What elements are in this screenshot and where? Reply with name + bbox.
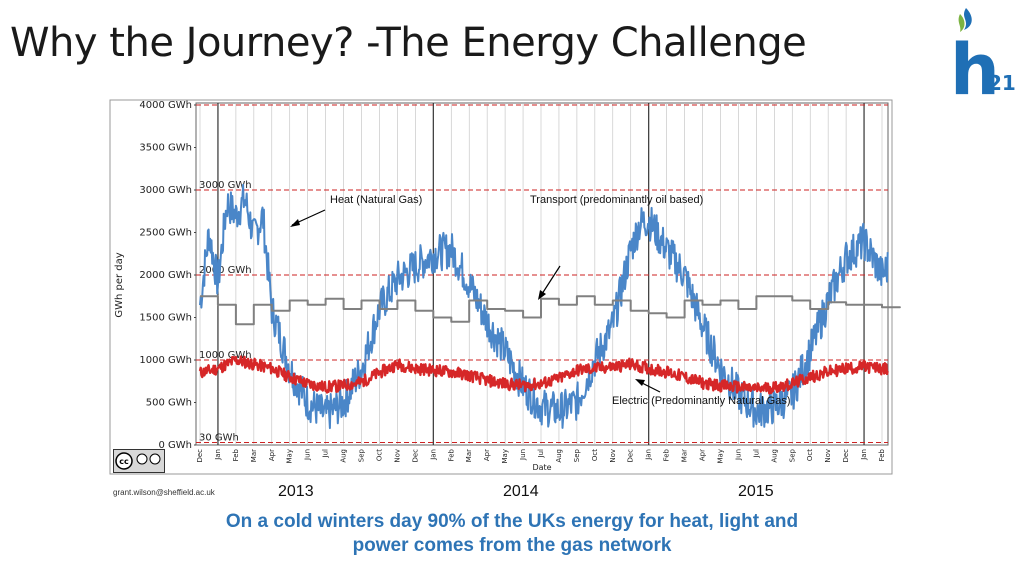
x-tick-label: Nov bbox=[393, 449, 401, 463]
x-tick-label: Feb bbox=[447, 448, 455, 461]
x-tick-label: Oct bbox=[375, 449, 383, 461]
year-label-2013: 2013 bbox=[278, 483, 314, 500]
annotation-heat: Heat (Natural Gas) bbox=[330, 194, 422, 206]
reference-line-label: 2000 GWh bbox=[199, 265, 252, 276]
x-tick-label: Feb bbox=[663, 448, 671, 461]
x-tick-label: Jun bbox=[304, 449, 312, 461]
creative-commons-badge: cc bbox=[113, 449, 165, 473]
x-tick-label: Jan bbox=[645, 449, 653, 461]
author-email: grant.wilson@sheffield.ac.uk bbox=[113, 488, 215, 497]
annotation-transport-arrowhead bbox=[538, 290, 546, 300]
y-axis-label: GWh per day bbox=[114, 252, 125, 317]
y-tick-label: 0 GWh bbox=[158, 440, 192, 451]
x-tick-label: Feb bbox=[232, 448, 240, 461]
x-tick-label: Nov bbox=[824, 449, 832, 463]
x-tick-label: Sep bbox=[358, 448, 366, 462]
svg-text:cc: cc bbox=[119, 457, 129, 466]
cc-icon: cc bbox=[115, 452, 161, 470]
annotation-electric-arrowhead bbox=[635, 379, 645, 386]
h21-logo: h 21 bbox=[950, 8, 1016, 104]
x-tick-label: Nov bbox=[609, 449, 617, 463]
x-tick-label: Dec bbox=[196, 449, 204, 463]
logo-subscript: 21 bbox=[988, 71, 1016, 95]
x-tick-label: May bbox=[286, 449, 294, 463]
x-tick-label: Aug bbox=[770, 449, 778, 463]
y-tick-label: 1500 GWh bbox=[139, 313, 192, 324]
reference-line-label: 1000 GWh bbox=[199, 350, 252, 361]
x-axis-label: Date bbox=[532, 463, 551, 472]
annotation-heat-arrowhead bbox=[290, 219, 300, 227]
x-tick-label: Jan bbox=[860, 449, 868, 461]
transport-series-line bbox=[200, 295, 901, 326]
x-tick-label: Sep bbox=[573, 448, 581, 462]
slide-title: Why the Journey? -The Energy Challenge bbox=[10, 20, 807, 66]
annotation-transport: Transport (predominantly oil based) bbox=[530, 194, 703, 206]
slide-caption: On a cold winters day 90% of the UKs ene… bbox=[0, 510, 1024, 558]
x-tick-label: Apr bbox=[268, 449, 276, 461]
x-tick-label: Dec bbox=[842, 449, 850, 463]
y-tick-label: 2000 GWh bbox=[139, 270, 192, 281]
x-tick-label: Oct bbox=[806, 449, 814, 461]
reference-line-label: 30 GWh bbox=[199, 432, 239, 443]
y-tick-label: 500 GWh bbox=[146, 398, 192, 409]
x-tick-label: May bbox=[716, 449, 724, 463]
x-tick-label: Aug bbox=[340, 449, 348, 463]
y-tick-label: 4000 GWh bbox=[139, 100, 192, 111]
caption-line-1: On a cold winters day 90% of the UKs ene… bbox=[225, 511, 799, 532]
x-tick-label: Jun bbox=[519, 449, 527, 461]
y-tick-label: 2500 GWh bbox=[139, 228, 192, 239]
x-tick-label: Feb bbox=[878, 448, 886, 461]
x-tick-label: May bbox=[501, 449, 509, 463]
annotation-transport-arrow bbox=[539, 265, 561, 298]
y-tick-label: 3500 GWh bbox=[139, 143, 192, 154]
x-tick-label: Mar bbox=[681, 449, 689, 462]
x-tick-label: Jul bbox=[322, 449, 330, 459]
flame-icon bbox=[958, 8, 972, 32]
electric-series-line bbox=[198, 355, 889, 395]
caption-line-2: power comes from the gas network bbox=[352, 535, 672, 556]
x-tick-label: Jul bbox=[537, 449, 545, 459]
logo-letter: h bbox=[950, 29, 1000, 104]
x-tick-label: Mar bbox=[250, 449, 258, 462]
x-tick-label: Oct bbox=[591, 449, 599, 461]
x-tick-label: Jan bbox=[214, 449, 222, 461]
x-tick-label: Sep bbox=[788, 448, 796, 462]
x-tick-label: Apr bbox=[483, 449, 491, 461]
y-tick-label: 3000 GWh bbox=[139, 185, 192, 196]
x-tick-label: Mar bbox=[465, 449, 473, 462]
x-tick-label: Dec bbox=[411, 449, 419, 463]
year-label-2015: 2015 bbox=[738, 483, 774, 500]
x-tick-label: Apr bbox=[699, 449, 707, 461]
x-tick-label: Aug bbox=[555, 449, 563, 463]
x-tick-label: Jul bbox=[752, 449, 760, 459]
year-label-2014: 2014 bbox=[503, 483, 539, 500]
heat-series-line bbox=[199, 183, 889, 430]
y-tick-label: 1000 GWh bbox=[139, 355, 192, 366]
x-tick-label: Jun bbox=[734, 449, 742, 461]
x-tick-label: Dec bbox=[627, 449, 635, 463]
annotation-electric: Electric (Predominantly Natural Gas) bbox=[612, 395, 791, 407]
x-tick-label: Jan bbox=[429, 449, 437, 461]
reference-line-label: 3000 GWh bbox=[199, 180, 252, 191]
